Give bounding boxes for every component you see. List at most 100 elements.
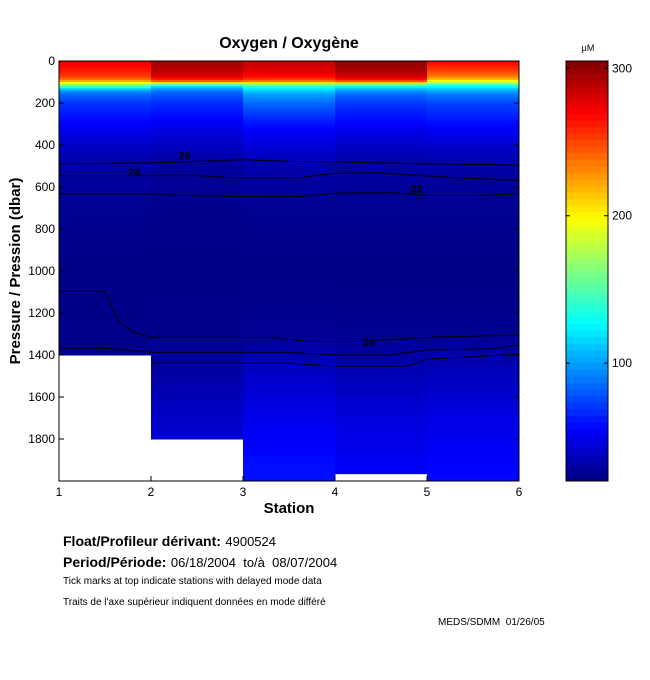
oxygen-cell (243, 218, 336, 222)
oxygen-cell (151, 380, 244, 383)
oxygen-cell (59, 325, 152, 329)
oxygen-cell (243, 226, 336, 230)
oxygen-cell (151, 126, 244, 129)
oxygen-cell (335, 260, 428, 264)
oxygen-cell (243, 268, 336, 272)
colorbar-band (566, 467, 608, 475)
oxygen-cell (335, 170, 428, 173)
oxygen-cell (151, 107, 244, 110)
oxygen-cell (243, 411, 336, 415)
oxygen-cell (427, 220, 520, 224)
oxygen-cell (151, 394, 244, 398)
oxygen-cell (427, 434, 520, 438)
oxygen-cell (335, 411, 428, 415)
oxygen-cell (151, 384, 244, 387)
oxygen-cell (59, 214, 152, 217)
oxygen-cell (335, 317, 428, 320)
contour-label: 26 (179, 151, 191, 163)
y-axis-label: Pressure / Pression (dbar) (7, 178, 24, 365)
oxygen-cell (427, 98, 520, 102)
oxygen-cell (427, 128, 520, 131)
oxygen-cell (427, 462, 520, 465)
oxygen-cell (427, 149, 520, 152)
oxygen-cell (243, 155, 336, 159)
oxygen-cell (59, 203, 152, 207)
oxygen-cell (427, 176, 520, 180)
oxygen-cell (427, 96, 520, 100)
oxygen-cell (427, 115, 520, 119)
oxygen-cell (151, 344, 244, 348)
oxygen-cell (335, 138, 428, 142)
colorbar-band (566, 336, 608, 344)
period-value: 06/18/2004 to/à 08/07/2004 (170, 555, 338, 570)
oxygen-cell (335, 176, 428, 180)
oxygen-cell (243, 105, 336, 108)
x-tick-label: 5 (424, 485, 431, 499)
contour-label: 24 (363, 337, 376, 349)
oxygen-cell (151, 224, 244, 228)
oxygen-cell (59, 134, 152, 138)
station-column-1 (59, 61, 152, 356)
oxygen-cell (427, 403, 520, 406)
oxygen-cell (427, 468, 520, 471)
oxygen-cell (59, 105, 152, 108)
oxygen-cell (243, 260, 336, 264)
oxygen-cell (243, 365, 336, 369)
oxygen-cell (427, 184, 520, 188)
oxygen-cell (335, 420, 428, 423)
oxygen-cell (335, 462, 428, 465)
oxygen-cell (335, 424, 428, 427)
oxygen-cell (335, 199, 428, 203)
oxygen-cell (427, 323, 520, 327)
oxygen-cell (151, 373, 244, 377)
oxygen-cell (59, 77, 152, 81)
oxygen-cell (59, 153, 152, 156)
oxygen-cell (243, 401, 336, 404)
oxygen-cell (243, 210, 336, 213)
oxygen-cell (243, 182, 336, 186)
colorbar-band (566, 474, 608, 482)
oxygen-cell (151, 329, 244, 333)
oxygen-cell (335, 117, 428, 121)
oxygen-cell (151, 199, 244, 203)
oxygen-cell (59, 147, 152, 150)
oxygen-cell (335, 436, 428, 440)
oxygen-cell (427, 331, 520, 335)
oxygen-cell (427, 182, 520, 186)
oxygen-cell (335, 413, 428, 417)
oxygen-cell (335, 145, 428, 148)
oxygen-cell (243, 149, 336, 152)
oxygen-cell (243, 239, 336, 243)
oxygen-cell (427, 216, 520, 219)
oxygen-cell (427, 243, 520, 247)
oxygen-cell (59, 88, 152, 91)
oxygen-cell (151, 361, 244, 364)
oxygen-cell (427, 233, 520, 236)
oxygen-cell (427, 189, 520, 192)
oxygen-cell (151, 151, 244, 154)
oxygen-cell (335, 166, 428, 169)
oxygen-cell (243, 117, 336, 121)
oxygen-cell (427, 273, 520, 276)
oxygen-cell (427, 201, 520, 205)
oxygen-cell (243, 237, 336, 240)
oxygen-cell (151, 142, 244, 146)
oxygen-cell (151, 172, 244, 175)
oxygen-cell (335, 350, 428, 354)
oxygen-cell (243, 453, 336, 457)
oxygen-cell (243, 71, 336, 75)
colorbar-band (566, 271, 608, 279)
oxygen-cell (243, 422, 336, 425)
oxygen-cell (59, 191, 152, 194)
oxygen-section-chart: Oxygen / Oxygène 26 24 22 24 1 2 3 4 5 6 0 200 400 6… (7, 35, 632, 517)
oxygen-cell (59, 71, 152, 75)
oxygen-cell (427, 132, 520, 135)
oxygen-cell (243, 434, 336, 438)
oxygen-cell (335, 369, 428, 373)
oxygen-cell (427, 470, 520, 474)
oxygen-cell (335, 390, 428, 394)
colorbar-band (566, 106, 608, 114)
oxygen-cell (427, 94, 520, 98)
oxygen-cell (243, 361, 336, 364)
